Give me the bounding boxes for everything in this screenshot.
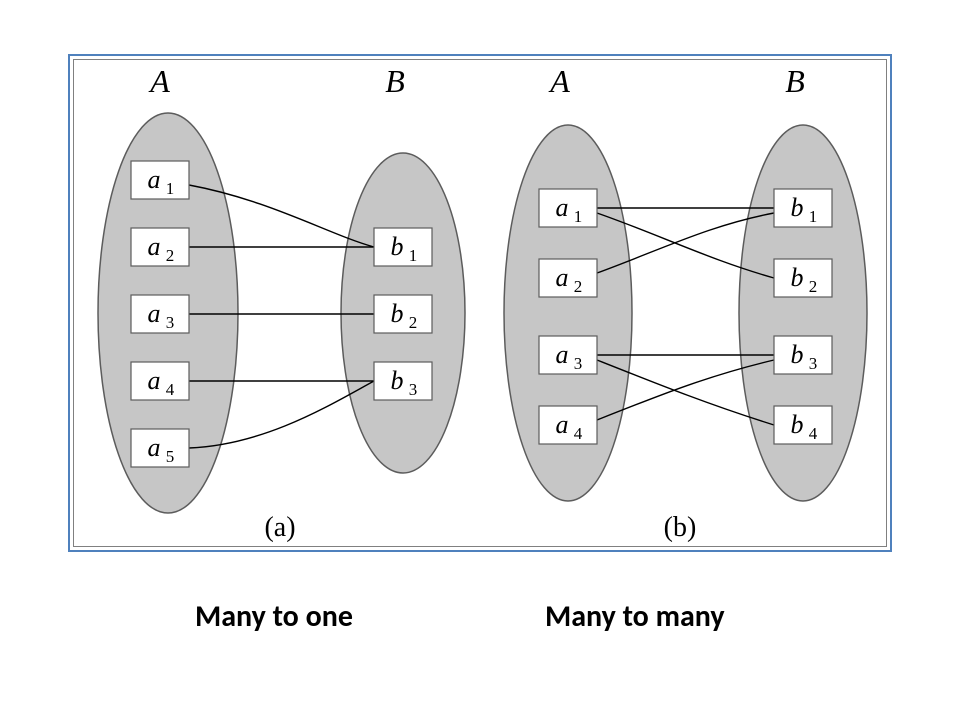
node-label: b [391, 366, 404, 395]
node-subscript: 1 [409, 246, 418, 265]
node-label: a [148, 433, 161, 462]
node-subscript: 3 [166, 313, 175, 332]
node-label: a [556, 410, 569, 439]
node-subscript: 1 [574, 207, 583, 226]
node-label: b [791, 410, 804, 439]
node-subscript: 1 [166, 179, 175, 198]
set-ellipse-B [739, 125, 867, 501]
node-subscript: 4 [809, 424, 818, 443]
set-ellipse-A [504, 125, 632, 501]
node-subscript: 3 [409, 380, 418, 399]
page: { "canvas": { "width": 960, "height": 72… [0, 0, 960, 720]
node-label: a [148, 232, 161, 261]
set-label-A: A [548, 63, 570, 99]
node-subscript: 3 [574, 354, 583, 373]
node-subscript: 4 [574, 424, 583, 443]
node-subscript: 2 [409, 313, 418, 332]
panel-label-a: (a) [264, 512, 295, 543]
caption-many-to-many: Many to many [545, 598, 725, 635]
node-label: b [791, 263, 804, 292]
node-label: b [391, 232, 404, 261]
relation-diagram: Aa1a2a3a4a5Bb1b2b3(a)Aa1a2a3a4Bb1b2b3b4(… [0, 0, 960, 720]
node-label: a [148, 366, 161, 395]
set-label-B: B [785, 63, 805, 99]
node-subscript: 1 [809, 207, 818, 226]
caption-many-to-one: Many to one [195, 598, 353, 635]
node-label: b [391, 299, 404, 328]
node-label: a [556, 340, 569, 369]
node-label: a [556, 193, 569, 222]
node-subscript: 4 [166, 380, 175, 399]
node-subscript: 3 [809, 354, 818, 373]
node-subscript: 2 [574, 277, 583, 296]
node-subscript: 5 [166, 447, 175, 466]
node-label: a [556, 263, 569, 292]
node-label: a [148, 165, 161, 194]
node-label: b [791, 193, 804, 222]
node-subscript: 2 [809, 277, 818, 296]
set-label-A: A [148, 63, 170, 99]
panel-label-b: (b) [664, 512, 697, 543]
node-label: a [148, 299, 161, 328]
node-subscript: 2 [166, 246, 175, 265]
node-label: b [791, 340, 804, 369]
set-label-B: B [385, 63, 405, 99]
